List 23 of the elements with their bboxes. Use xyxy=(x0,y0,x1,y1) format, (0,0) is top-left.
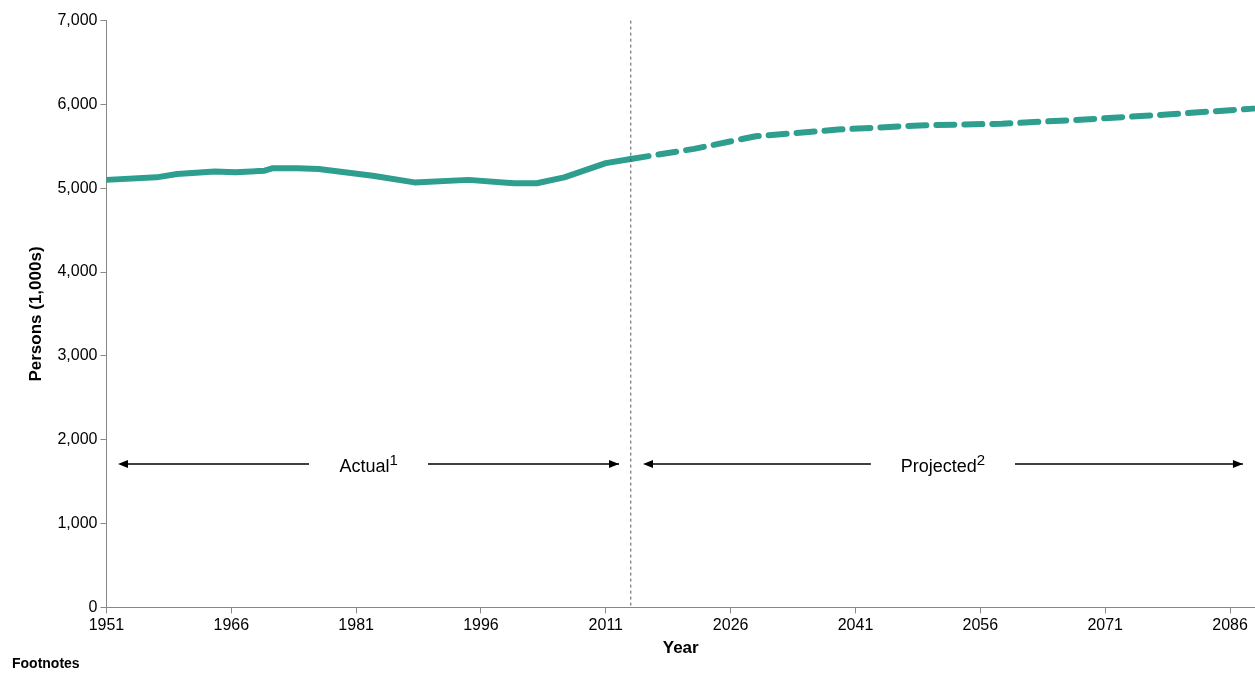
y-axis-title: Persons (1,000s) xyxy=(25,246,45,382)
y-tick-label: 4,000 xyxy=(57,262,98,280)
x-tick-label: 1996 xyxy=(463,616,499,634)
x-tick-label: 2056 xyxy=(962,616,999,634)
y-tick-label: 5,000 xyxy=(57,178,98,196)
x-tick-label: 1966 xyxy=(213,616,250,634)
x-tick-label: 2086 xyxy=(1212,616,1248,634)
y-tick-label: 7,000 xyxy=(57,11,98,29)
x-tick-label: 1981 xyxy=(338,616,375,634)
x-tick-label: 2026 xyxy=(712,616,749,634)
text: Footnotes xyxy=(12,654,80,671)
x-axis-title: Year xyxy=(662,638,700,658)
x-tick-label: 2011 xyxy=(588,616,624,634)
x-tick-label: 1951 xyxy=(88,616,125,634)
x-tick-label: 2071 xyxy=(1087,616,1124,634)
x-tick-label: 2041 xyxy=(837,616,874,634)
y-tick-label: 0 xyxy=(88,597,98,615)
y-tick-label: 2,000 xyxy=(57,430,98,448)
y-tick-label: 6,000 xyxy=(57,94,98,112)
y-tick-label: 1,000 xyxy=(57,513,98,531)
y-tick-label: 3,000 xyxy=(57,346,98,364)
annotation: Actual$^{1}$ xyxy=(339,450,398,477)
annotation: Projected$^{2}$ xyxy=(900,450,986,477)
